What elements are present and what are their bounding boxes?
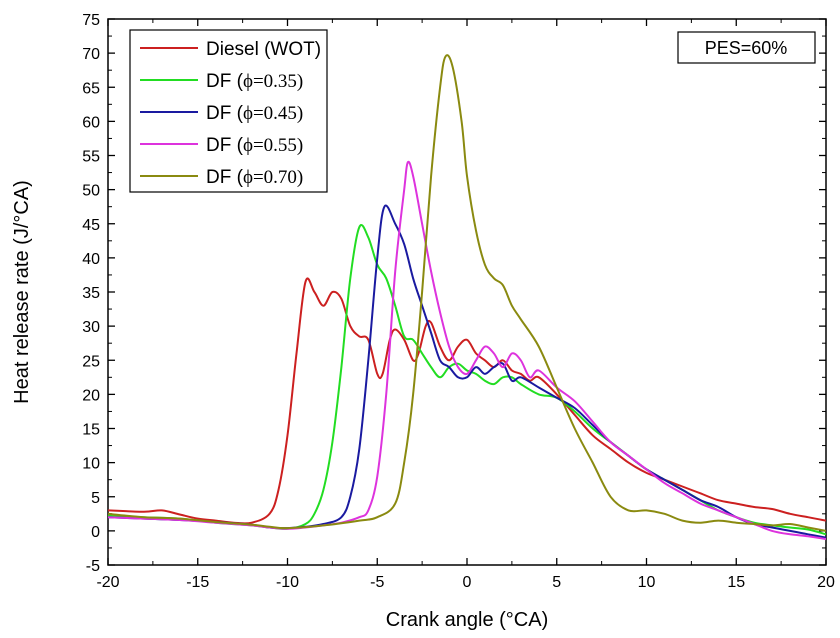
y-tick-label: 40 [82,251,100,268]
y-tick-label: 15 [82,422,100,439]
x-tick-label: 15 [727,574,745,591]
x-tick-label: -5 [370,574,384,591]
x-tick-label: 10 [638,574,656,591]
series-line-3 [108,160,826,541]
x-tick-label: -15 [186,574,209,591]
y-tick-label: 55 [82,149,100,166]
y-tick-label: 25 [82,353,100,370]
legend: Diesel (WOT) DF (ϕ=0.35) DF (ϕ=0.45) DF (ϕ=… [129,29,328,193]
y-tick-label: 10 [82,456,100,473]
annotation-frame [677,31,816,64]
series-line-0 [108,277,826,525]
y-tick-label: 75 [82,12,100,29]
y-tick-label: 65 [82,80,100,97]
x-axis-title: Crank angle (°CA) [386,609,549,631]
y-tick-label: 50 [82,183,100,200]
y-tick-label: 45 [82,217,100,234]
x-tick-label: 5 [552,574,561,591]
y-tick-label: 5 [91,490,100,507]
legend-label-3: DF (ϕ=0.55) [206,135,303,156]
y-tick-label: 60 [82,114,100,131]
y-tick-label: 0 [91,524,100,541]
x-tick-label: -20 [96,574,119,591]
legend-label-1: DF (ϕ=0.35) [206,71,303,92]
series-layer [108,54,826,541]
y-tick-label: 70 [82,46,100,63]
annotation-box: PES=60% [677,31,816,64]
legend-label-4: DF (ϕ=0.70) [206,167,303,188]
axis-ticks: -20 -15 -10 -5 0 5 10 15 20 -5 0 5 10 15 20 25 30 35 40 45 5… [82,12,835,591]
legend-label-0: Diesel (WOT) [206,39,321,60]
y-tick-label: -5 [86,558,100,575]
y-axis-title: Heat release rate (J/°CA) [11,180,33,404]
y-tick-label: 20 [82,387,100,404]
y-tick-label: 35 [82,285,100,302]
y-tick-label: 30 [82,319,100,336]
legend-label-2: DF (ϕ=0.45) [206,103,303,124]
x-tick-label: 0 [463,574,472,591]
annotation-text: PES=60% [705,38,788,58]
x-tick-label: -10 [276,574,299,591]
series-line-1 [108,223,826,536]
series-line-4 [108,54,826,532]
x-tick-label: 20 [817,574,835,591]
